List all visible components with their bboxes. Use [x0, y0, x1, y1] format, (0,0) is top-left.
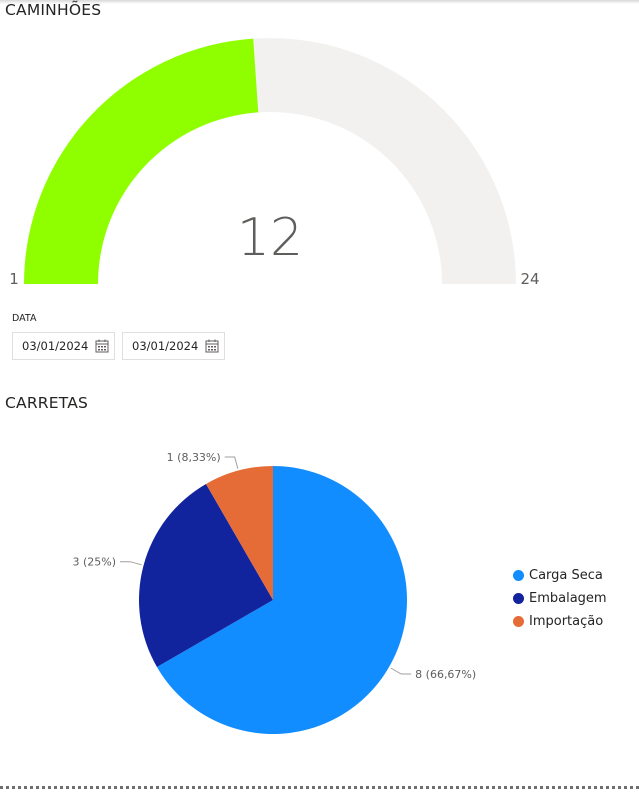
- gauge-value: 12: [237, 208, 303, 268]
- calendar-icon[interactable]: [205, 339, 219, 353]
- legend-dot-carga-seca: [513, 570, 524, 581]
- pie-chart: 8 (66,67%) 3 (25%) 1 (8,33%): [73, 451, 476, 734]
- calendar-icon[interactable]: [95, 339, 109, 353]
- pie-slice-embalagem[interactable]: [139, 483, 273, 667]
- date-slicer-label: DATA: [12, 313, 37, 324]
- leader-line-importacao: [224, 456, 239, 469]
- data-label-embalagem: 3 (25%): [73, 556, 117, 569]
- pie-title: CARRETAS: [5, 394, 89, 412]
- end-date-input[interactable]: 03/01/2024: [122, 332, 225, 360]
- gauge-fill-arc[interactable]: [24, 38, 259, 284]
- legend-dot-embalagem: [513, 593, 524, 604]
- data-label-carga-seca: 8 (66,67%): [415, 668, 476, 681]
- legend-label-embalagem: Embalagem: [529, 591, 607, 606]
- start-date-input[interactable]: 03/01/2024: [12, 332, 115, 360]
- legend-item-carga-seca[interactable]: Carga Seca: [513, 564, 607, 587]
- pie-legend: Carga Seca Embalagem Importação: [513, 564, 607, 633]
- data-label-importacao: 1 (8,33%): [167, 451, 221, 464]
- bottom-divider: [0, 786, 639, 789]
- start-date-value: 03/01/2024: [22, 339, 89, 353]
- legend-label-importacao: Importação: [529, 614, 604, 629]
- legend-label-carga-seca: Carga Seca: [529, 568, 603, 583]
- gauge-min-label: 1: [9, 270, 19, 288]
- legend-dot-importacao: [513, 616, 524, 627]
- leader-line-embalagem: [120, 561, 142, 566]
- leader-line-carga-seca: [390, 667, 412, 675]
- gauge-chart: 12 1 24: [9, 38, 540, 288]
- pie-slice-importacao[interactable]: [206, 466, 273, 600]
- gauge-title: CAMINHÕES: [5, 1, 102, 19]
- pie-slice-carga-seca[interactable]: [156, 466, 407, 734]
- gauge-max-label: 24: [520, 270, 539, 288]
- visual-top-shadow: [0, 0, 639, 4]
- legend-item-embalagem[interactable]: Embalagem: [513, 587, 607, 610]
- end-date-value: 03/01/2024: [132, 339, 199, 353]
- legend-item-importacao[interactable]: Importação: [513, 610, 607, 633]
